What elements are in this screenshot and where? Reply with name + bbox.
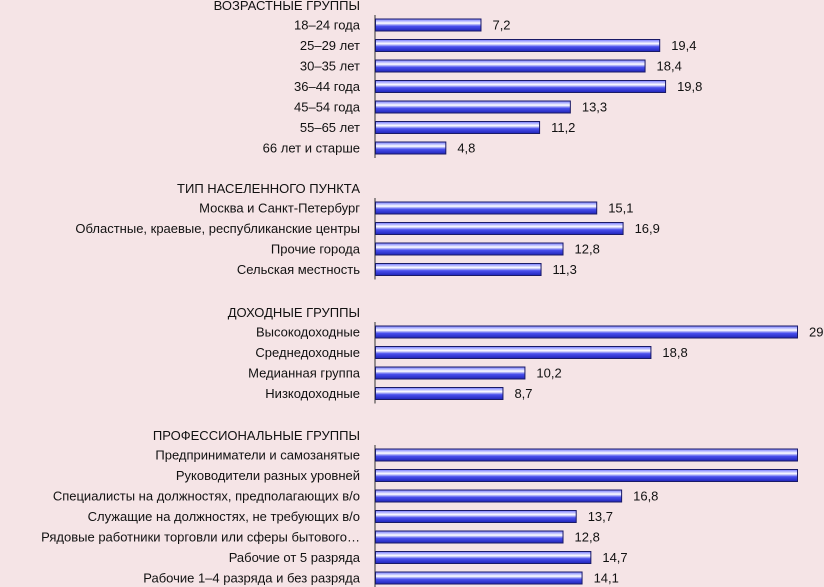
data-label: 15,1	[608, 201, 633, 216]
category-label: Среднедоходные	[255, 345, 360, 360]
category-label: Низкодоходные	[265, 386, 360, 401]
category-label: Сельская местность	[237, 262, 360, 277]
category-label: 25–29 лет	[300, 38, 360, 53]
bar	[375, 242, 564, 256]
category-label: 18–24 года	[294, 18, 361, 33]
category-label: 30–35 лет	[300, 59, 360, 74]
category-label: Областные, краевые, республиканские цент…	[75, 221, 360, 236]
data-label: 13,7	[588, 509, 613, 524]
bar	[375, 80, 667, 93]
data-label: 8,7	[514, 386, 532, 401]
data-label: 16,8	[633, 489, 658, 504]
data-label: 7,2	[492, 18, 510, 33]
group-title: ТИП НАСЕЛЕННОГО ПУНКТА	[177, 181, 360, 196]
data-label: 29,1	[809, 325, 824, 340]
category-label: 55–65 лет	[300, 120, 360, 135]
bar	[375, 489, 623, 503]
bar	[375, 141, 447, 155]
data-label: 18,8	[662, 345, 687, 360]
data-label: 12,8	[575, 242, 600, 257]
data-label: 19,8	[677, 79, 702, 94]
bar	[375, 571, 583, 585]
category-label: Служащие на должностях, не требующих в/о	[88, 509, 360, 524]
data-label: 14,1	[594, 571, 619, 586]
bar	[375, 59, 646, 73]
bar	[375, 263, 542, 276]
data-label: 16,9	[635, 221, 660, 236]
data-label: 19,4	[671, 38, 696, 53]
category-label: Рабочие от 5 разряда	[229, 550, 361, 565]
bar	[375, 448, 798, 462]
category-label: Рядовые работники торговли или сферы быт…	[41, 530, 360, 545]
category-label: Руководители разных уровней	[176, 468, 360, 483]
category-label: Москва и Санкт-Петербург	[199, 201, 360, 216]
group-title: ПРОФЕССИОНАЛЬНЫЕ ГРУППЫ	[153, 428, 360, 443]
bar	[375, 469, 798, 482]
category-label: Прочие города	[271, 242, 361, 257]
data-label: 13,3	[582, 100, 607, 115]
bar	[375, 366, 526, 380]
data-label: 18,4	[657, 59, 682, 74]
data-label: 12,8	[575, 530, 600, 545]
category-label: Специалисты на должностях, предполагающи…	[53, 489, 360, 504]
data-label: 4,8	[457, 141, 475, 156]
bar	[375, 551, 592, 564]
category-label: Предприниматели и самозанятые	[155, 448, 360, 463]
bar	[375, 222, 624, 235]
data-label: 11,3	[553, 262, 577, 277]
bar	[375, 387, 504, 400]
group-title: ДОХОДНЫЕ ГРУППЫ	[228, 305, 360, 320]
bar	[375, 201, 598, 215]
category-label: Высокодоходные	[256, 325, 360, 340]
category-label: 36–44 года	[294, 79, 361, 94]
bar	[375, 346, 652, 359]
data-label: 14,7	[602, 550, 627, 565]
bar	[375, 39, 661, 52]
bar	[375, 121, 541, 134]
group-title: ВОЗРАСТНЫЕ ГРУППЫ	[214, 0, 360, 13]
category-label: Рабочие 1–4 разряда и без разряда	[143, 571, 361, 586]
bar	[375, 100, 571, 114]
category-label: 66 лет и старше	[263, 141, 360, 156]
bar	[375, 18, 482, 32]
category-label: Медианная группа	[248, 366, 361, 381]
bar	[375, 510, 577, 523]
category-label: 45–54 года	[294, 100, 361, 115]
data-label: 11,2	[551, 120, 575, 135]
bar	[375, 325, 798, 339]
bar	[375, 530, 564, 544]
data-label: 10,2	[536, 366, 561, 381]
